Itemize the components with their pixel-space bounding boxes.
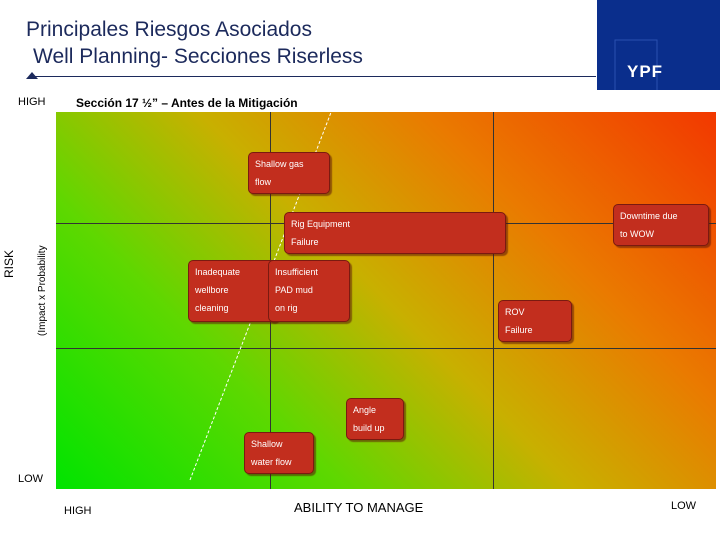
x-axis-low-label: LOW [671, 500, 697, 512]
y-axis-high-label: HIGH [18, 96, 46, 108]
risk-box-shallow-water-flow: Shallow water flow [244, 432, 314, 474]
x-axis-label: ABILITY TO MANAGE [294, 500, 424, 515]
risk-box-rig-equipment-failure: Rig Equipment Failure [284, 212, 506, 254]
risk-line: Failure [505, 325, 533, 335]
logo-shape-icon [597, 0, 720, 90]
risk-line: to WOW [620, 229, 654, 239]
risk-line: Rig Equipment [291, 219, 351, 229]
risk-line: PAD mud [275, 285, 313, 295]
logo-text: YPF [627, 62, 664, 81]
risk-line: wellbore [195, 285, 229, 295]
risk-box-rov-failure: ROV Failure [498, 300, 572, 342]
risk-box-downtime-wow: Downtime due to WOW [613, 204, 709, 246]
grid-line-horizontal-2 [56, 348, 716, 349]
risk-box-angle-build-up: Angle build up [346, 398, 404, 440]
x-axis-high-label: HIGH [64, 505, 92, 517]
page-title: Principales Riesgos Asociados [26, 18, 312, 41]
risk-line: Inadequate [195, 267, 241, 277]
risk-line: water flow [251, 457, 292, 467]
risk-line: build up [353, 423, 385, 433]
ypf-logo: YPF [597, 0, 720, 90]
risk-line: Angle [353, 405, 377, 415]
risk-line: Failure [291, 237, 319, 247]
title-rule-marker [26, 72, 38, 79]
risk-line: on rig [275, 303, 298, 313]
page-subtitle: Well Planning- Secciones Riserless [33, 45, 363, 68]
risk-box-inadequate-wellbore-cleaning: Inadequate wellbore cleaning [188, 260, 278, 322]
risk-line: flow [255, 177, 272, 187]
risk-line: Shallow [251, 439, 283, 449]
risk-line: Shallow gas [255, 159, 304, 169]
risk-line: cleaning [195, 303, 229, 313]
y-axis-low-label: LOW [18, 473, 44, 485]
risk-line: ROV [505, 307, 525, 317]
risk-line: Insufficient [275, 267, 318, 277]
risk-box-insufficient-pad-mud: Insufficient PAD mud on rig [268, 260, 350, 322]
risk-box-shallow-gas-flow: Shallow gas flow [248, 152, 330, 194]
risk-line: Downtime due [620, 211, 678, 221]
title-rule [30, 76, 596, 77]
section-title: Sección 17 ½” – Antes de la Mitigación [76, 96, 298, 110]
grid-line-vertical-2 [493, 112, 494, 489]
